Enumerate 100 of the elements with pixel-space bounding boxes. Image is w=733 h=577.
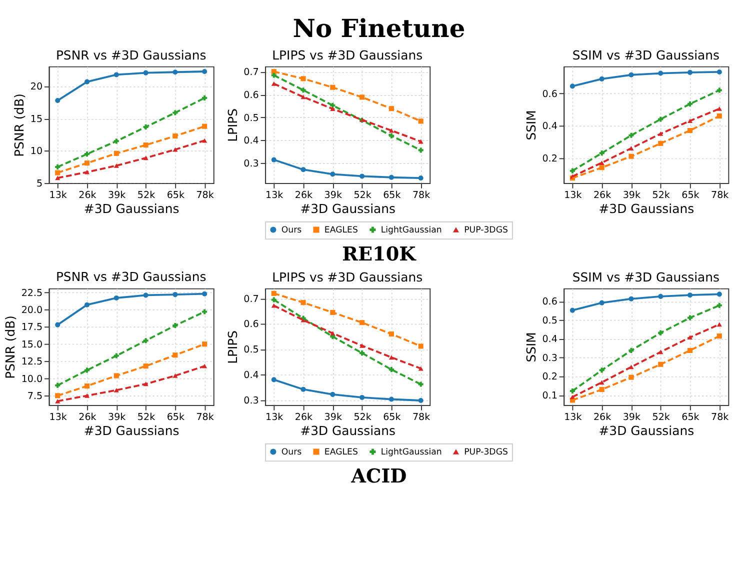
point bbox=[202, 309, 208, 314]
y-tick-label: 0.4 bbox=[244, 370, 259, 381]
legend-label: Ours bbox=[281, 226, 302, 236]
x-tick-label: 78k bbox=[711, 412, 730, 423]
point bbox=[202, 124, 208, 129]
y-tick-label: 0.2 bbox=[542, 372, 558, 383]
y-axis-title: LPIPS bbox=[224, 108, 240, 142]
legend-label: LightGaussian bbox=[380, 448, 442, 458]
y-tick-label: 0.4 bbox=[542, 121, 558, 132]
x-tick-label: 52k bbox=[652, 412, 670, 423]
legend-label: LightGaussian bbox=[380, 226, 442, 236]
x-tick-label: 52k bbox=[354, 412, 372, 423]
point bbox=[114, 163, 119, 168]
x-tick-label: 52k bbox=[652, 190, 670, 201]
x-tick-label: 78k bbox=[196, 190, 214, 201]
y-tick-label: 20.0 bbox=[21, 305, 43, 316]
x-tick-label: 13k bbox=[266, 190, 284, 201]
x-axis-title: #3D Gaussians bbox=[598, 423, 694, 438]
x-tick-label: 65k bbox=[166, 190, 185, 201]
x-tick-label: 13k bbox=[49, 190, 68, 201]
x-tick-label: 26k bbox=[294, 190, 314, 201]
legend-label: EAGLES bbox=[324, 448, 358, 458]
y-tick-label: 10 bbox=[30, 146, 43, 158]
y-tick-label: 15.0 bbox=[21, 339, 43, 350]
x-tick-label: 26k bbox=[78, 412, 97, 423]
y-tick-label: 0.3 bbox=[542, 352, 558, 364]
y-tick-label: 0.7 bbox=[244, 294, 259, 305]
x-tick-label: 13k bbox=[564, 190, 582, 201]
y-tick-label: 20 bbox=[30, 82, 43, 93]
x-axis-title: #3D Gaussians bbox=[598, 201, 694, 216]
y-tick-label: 0.4 bbox=[542, 334, 558, 346]
x-tick-label: 65k bbox=[166, 412, 185, 423]
point bbox=[202, 95, 208, 100]
chart-title: LPIPS vs #3D Gaussians bbox=[272, 48, 423, 63]
text: RE10K bbox=[342, 242, 418, 266]
x-axis-title: #3D Gaussians bbox=[300, 423, 396, 438]
x-tick-label: 13k bbox=[564, 412, 582, 423]
x-axis-title: #3D Gaussians bbox=[300, 201, 396, 216]
y-tick-label: 0.6 bbox=[244, 319, 259, 330]
x-tick-label: 26k bbox=[78, 190, 97, 201]
legend-label: EAGLES bbox=[324, 226, 358, 236]
y-tick-label: 15 bbox=[30, 114, 43, 125]
text: No Finetune bbox=[292, 14, 466, 44]
y-tick-label: 0.5 bbox=[244, 112, 259, 124]
x-tick-label: 78k bbox=[711, 190, 730, 201]
y-tick-label: 22.5 bbox=[21, 288, 43, 299]
y-tick-label: 0.3 bbox=[244, 158, 259, 170]
y-tick-label: 0.4 bbox=[244, 136, 259, 147]
point bbox=[716, 106, 722, 111]
x-tick-label: 78k bbox=[412, 412, 431, 423]
y-tick-label: 0.5 bbox=[244, 344, 259, 356]
x-tick-label: 39k bbox=[108, 190, 126, 201]
y-tick-label: 0.6 bbox=[542, 296, 558, 308]
chart-title: LPIPS vs #3D Gaussians bbox=[272, 270, 423, 285]
y-tick-label: 0.6 bbox=[542, 88, 558, 100]
y-tick-label: 0.2 bbox=[542, 153, 558, 164]
x-tick-label: 39k bbox=[622, 190, 642, 201]
x-tick-label: 26k bbox=[593, 412, 612, 423]
x-tick-label: 65k bbox=[383, 412, 402, 423]
y-tick-label: 5 bbox=[36, 178, 43, 190]
chart-title: SSIM vs #3D Gaussians bbox=[572, 48, 720, 63]
x-tick-label: 13k bbox=[266, 412, 284, 423]
y-tick-label: 7.5 bbox=[27, 391, 43, 402]
point bbox=[418, 118, 424, 124]
y-axis-title: SSIM bbox=[523, 332, 538, 362]
chart-title: PSNR vs #3D Gaussians bbox=[56, 268, 206, 284]
x-tick-label: 78k bbox=[196, 412, 214, 423]
y-tick-label: 0.1 bbox=[542, 390, 558, 402]
x-tick-label: 13k bbox=[49, 412, 68, 423]
y-tick-label: 10.0 bbox=[21, 374, 43, 385]
x-tick-label: 39k bbox=[622, 412, 642, 423]
legend-label: PUP-3DGS bbox=[464, 226, 508, 236]
legend-label: PUP-3DGS bbox=[464, 448, 508, 458]
legend-label: Ours bbox=[281, 448, 302, 458]
x-tick-label: 65k bbox=[383, 190, 402, 201]
y-tick-label: 0.5 bbox=[542, 315, 558, 326]
y-axis-title: SSIM bbox=[523, 110, 538, 140]
chart-title: PSNR vs #3D Gaussians bbox=[56, 48, 206, 63]
y-axis-title: PSNR (dB) bbox=[12, 94, 27, 157]
point bbox=[114, 388, 119, 392]
y-tick-label: 17.5 bbox=[21, 322, 43, 334]
y-axis-title: LPIPS bbox=[224, 330, 240, 364]
x-tick-label: 39k bbox=[324, 412, 342, 423]
text: ACID bbox=[350, 464, 407, 488]
y-tick-label: 12.5 bbox=[21, 356, 43, 368]
x-tick-label: 78k bbox=[412, 190, 431, 201]
x-tick-label: 52k bbox=[354, 190, 372, 201]
y-tick-label: 0.3 bbox=[244, 395, 259, 406]
x-tick-label: 65k bbox=[682, 190, 700, 201]
point bbox=[202, 342, 208, 347]
y-tick-label: 0.6 bbox=[244, 90, 259, 102]
y-axis-title: PSNR (dB) bbox=[2, 316, 18, 379]
x-tick-label: 52k bbox=[137, 190, 156, 201]
x-tick-label: 39k bbox=[324, 190, 342, 201]
x-tick-label: 39k bbox=[108, 412, 126, 423]
x-tick-label: 65k bbox=[682, 412, 700, 423]
y-tick-label: 0.7 bbox=[244, 67, 259, 78]
x-tick-label: 26k bbox=[593, 190, 612, 201]
x-tick-label: 52k bbox=[137, 412, 156, 423]
chart-title: SSIM vs #3D Gaussians bbox=[572, 270, 720, 285]
